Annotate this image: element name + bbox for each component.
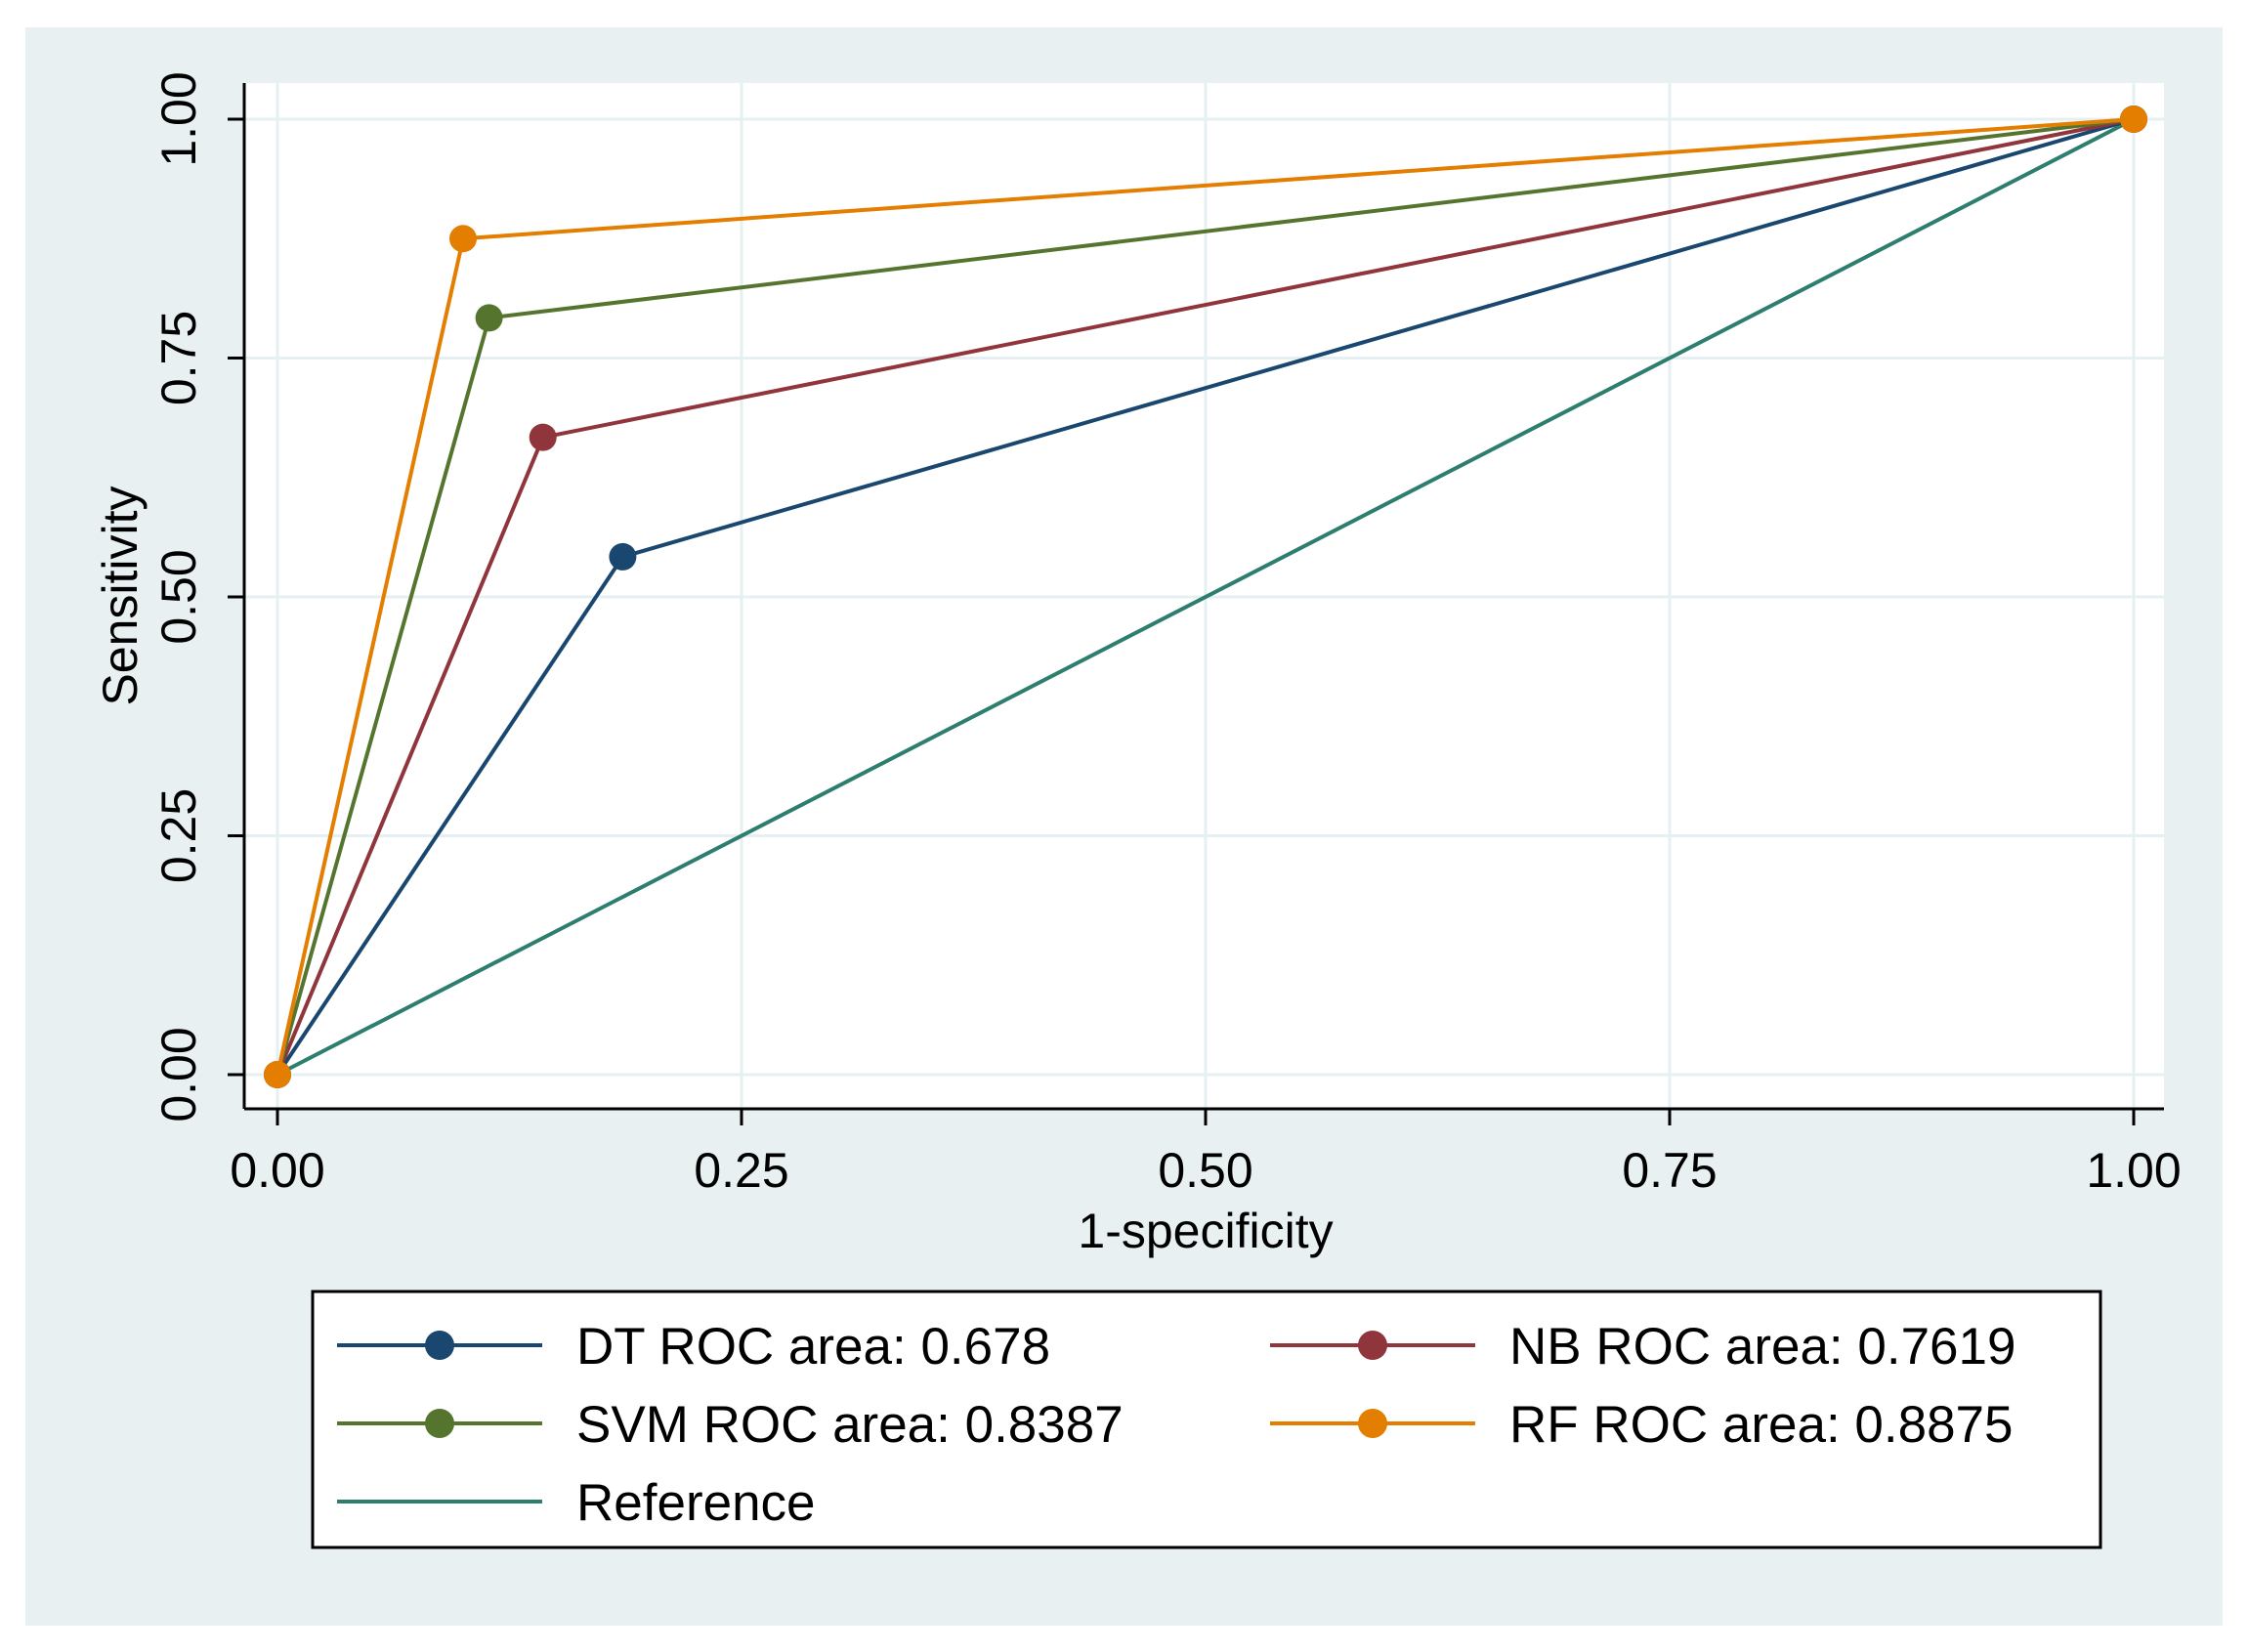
data-point-rf [449, 225, 477, 253]
x-axis-title: 1-specificity [1078, 1204, 1333, 1258]
data-point-svm [475, 304, 503, 332]
legend-box [311, 1290, 2102, 1549]
data-point-rf [264, 1061, 291, 1088]
y-axis-title: Sensitivity [93, 486, 148, 705]
y-tick-label: 1.00 [151, 71, 206, 166]
data-point-dt [609, 542, 637, 571]
y-ticks: 0.00 0.25 0.50 0.75 1.00 [151, 71, 244, 1123]
x-tick-label: 0.50 [1158, 1143, 1252, 1198]
data-point-rf [2120, 106, 2147, 133]
legend: DT ROC area: 0.678 NB ROC area: 0.7619 SVM… [337, 1318, 2015, 1532]
legend-key-marker-dt [425, 1331, 454, 1360]
legend-key-marker-nb [1358, 1331, 1387, 1360]
x-tick-label: 0.75 [1622, 1143, 1717, 1198]
x-tick-label: 1.00 [2086, 1143, 2181, 1198]
legend-label-nb: NB ROC area: 0.7619 [1509, 1318, 2015, 1376]
y-tick-label: 0.00 [151, 1027, 206, 1122]
data-point-nb [529, 423, 557, 451]
series-line-reference [276, 117, 2135, 1077]
legend-label-svm: SVM ROC area: 0.8387 [576, 1396, 1124, 1454]
y-tick-label: 0.75 [151, 311, 206, 405]
reference-layer [276, 117, 2135, 1077]
y-tick-label: 0.25 [151, 788, 206, 883]
legend-key-marker-rf [1358, 1409, 1387, 1438]
x-tick-label: 0.00 [230, 1143, 324, 1198]
legend-label-rf: RF ROC area: 0.8875 [1509, 1396, 2014, 1454]
x-ticks: 0.00 0.25 0.50 0.75 1.00 [230, 1109, 2182, 1198]
x-tick-label: 0.25 [694, 1143, 788, 1198]
y-tick-label: 0.50 [151, 549, 206, 644]
legend-label-dt: DT ROC area: 0.678 [576, 1318, 1050, 1376]
legend-key-marker-svm [425, 1409, 454, 1438]
legend-label-reference: Reference [576, 1474, 816, 1532]
series-layer [264, 106, 2147, 1088]
